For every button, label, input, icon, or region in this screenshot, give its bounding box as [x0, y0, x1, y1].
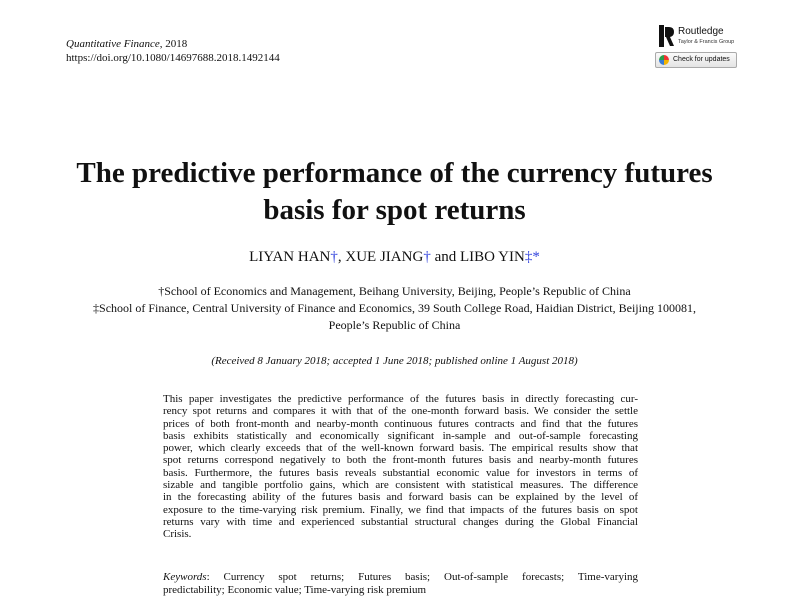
separator: , [337, 249, 346, 265]
abstract-line: rency spot returns and compares it with … [163, 405, 638, 418]
title-line: basis for spot returns [263, 194, 526, 226]
abstract: This paper investigates the predictive p… [163, 393, 638, 541]
affiliations: †School of Economics and Management, Bei… [0, 283, 789, 334]
abstract-line: Crisis. [163, 528, 192, 541]
crossmark-icon [659, 55, 669, 65]
abstract-line: exposure to the time-varying risk premiu… [163, 503, 638, 516]
paper-title: The predictive performance of the curren… [0, 155, 789, 229]
abstract-line: prices of both front-month and nearby-mo… [163, 417, 638, 430]
journal-header: Quantitative Finance, 2018 https://doi.o… [66, 37, 280, 65]
abstract-line: spot returns correspond negatively to bo… [163, 454, 638, 467]
check-updates-label: Check for updates [673, 56, 730, 63]
affiliation: †School of Economics and Management, Bei… [158, 284, 631, 298]
abstract-line: basis. Furthermore, the futures basis re… [163, 466, 638, 479]
author-name: LIBO YIN [459, 249, 525, 265]
affiliation: ‡School of Finance, Central University o… [93, 301, 696, 315]
publisher-name: Routledge [678, 26, 724, 37]
authors: LIYAN HAN†, XUE JIANG† and LIBO YIN‡* [0, 249, 789, 266]
affiliation-mark[interactable]: ‡* [524, 249, 540, 265]
author-name: LIYAN HAN [249, 249, 331, 265]
abstract-line: power, which clearly exceeds that of the… [163, 442, 638, 455]
affiliation: People’s Republic of China [328, 318, 461, 332]
abstract-line: This paper investigates the predictive p… [163, 393, 638, 405]
doi-link[interactable]: https://doi.org/10.1080/14697688.2018.14… [66, 52, 280, 64]
check-for-updates-button[interactable]: Check for updates [655, 52, 737, 68]
separator: and [430, 249, 460, 265]
abstract-line: in the forecasting ability of the future… [163, 491, 638, 504]
title-line: The predictive performance of the curren… [76, 157, 713, 189]
abstract-line: basis exhibits statistically and economi… [163, 429, 638, 442]
journal-year: , 2018 [159, 38, 188, 50]
keywords-line: : Currency spot returns; Futures basis; … [206, 571, 638, 583]
received-dates: (Received 8 January 2018; accepted 1 Jun… [211, 355, 578, 367]
publisher-subtitle: Taylor & Francis Group [678, 39, 735, 45]
abstract-line: sizable and tangible portfolio gains, wh… [163, 479, 638, 492]
journal-name: Quantitative Finance [66, 38, 160, 50]
author-name: XUE JIANG [345, 249, 424, 265]
routledge-logo-icon [659, 25, 674, 47]
keywords-line: predictability; Economic value; Time-var… [163, 584, 427, 596]
abstract-line: returns vary with time and experienced s… [163, 515, 638, 528]
affiliation-mark[interactable]: † [423, 249, 431, 265]
affiliation-mark[interactable]: † [330, 249, 338, 265]
keywords-label: Keywords [163, 571, 207, 583]
keywords: Keywords: Currency spot returns; Futures… [163, 571, 638, 597]
